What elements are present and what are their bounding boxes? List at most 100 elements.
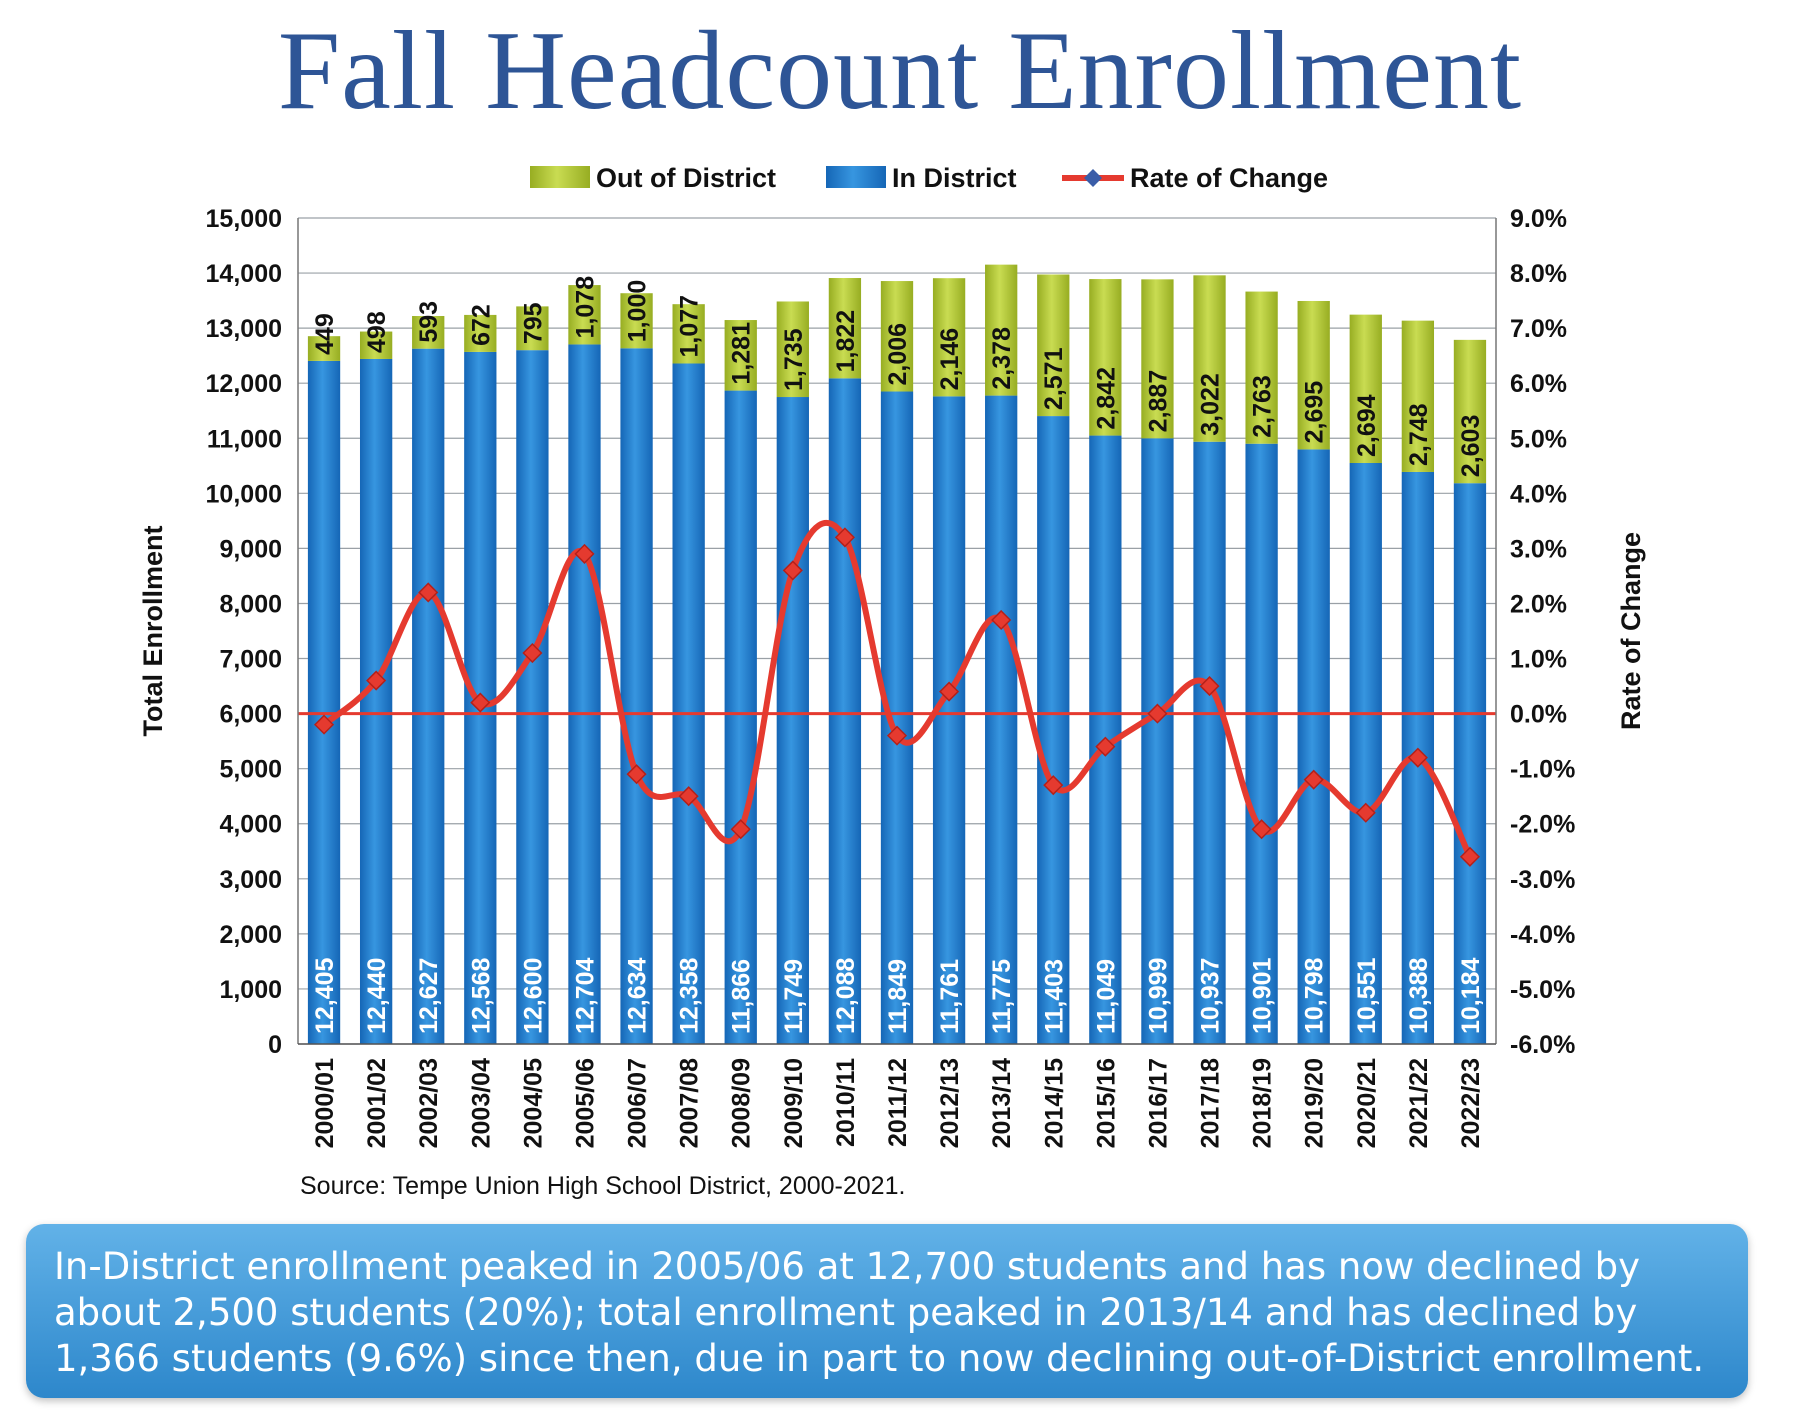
bar-out-of-district xyxy=(1037,274,1070,417)
in-district-label: 11,849 xyxy=(884,959,912,1034)
rate-point xyxy=(1251,819,1272,840)
x-tick-label: 2018/19 xyxy=(1249,1058,1277,1148)
x-tick-label: 2006/07 xyxy=(624,1058,652,1148)
x-tick-label: 2019/20 xyxy=(1301,1058,1329,1148)
in-district-label: 12,568 xyxy=(467,957,495,1034)
rate-point xyxy=(678,786,699,807)
legend-swatch-rate-marker xyxy=(1084,169,1102,187)
in-district-label: 10,551 xyxy=(1353,957,1381,1034)
bar-out-of-district xyxy=(412,316,445,349)
x-tick-label: 2005/06 xyxy=(571,1058,599,1148)
bar-in-district xyxy=(672,363,705,1044)
y2-tick-label: 5.0% xyxy=(1510,425,1567,453)
out-of-district-label: 672 xyxy=(467,304,495,346)
bar-in-district xyxy=(985,395,1018,1045)
rate-point xyxy=(366,670,387,691)
rate-point xyxy=(730,819,751,840)
y-tick-label: 0 xyxy=(268,1031,282,1059)
rate-point xyxy=(834,527,855,548)
x-tick-label: 2010/11 xyxy=(832,1058,860,1147)
y2-tick-label: 1.0% xyxy=(1510,646,1567,674)
rate-point xyxy=(782,560,803,581)
y-tick-label: 3,000 xyxy=(219,866,282,894)
out-of-district-label: 1,281 xyxy=(728,322,756,385)
bar-out-of-district xyxy=(516,306,549,351)
legend-label-in-district: In District xyxy=(892,163,1017,193)
bar-out-of-district xyxy=(724,320,757,391)
bar-out-of-district xyxy=(1401,320,1435,472)
in-district-label: 10,184 xyxy=(1457,957,1485,1034)
out-of-district-label: 1,078 xyxy=(571,276,599,339)
rate-point xyxy=(470,692,491,713)
out-of-district-label: 498 xyxy=(363,311,391,353)
out-of-district-label: 2,887 xyxy=(1144,370,1172,433)
rate-point xyxy=(313,714,335,735)
y2-tick-label: 7.0% xyxy=(1510,315,1567,343)
out-of-district-label: 795 xyxy=(519,302,547,344)
out-of-district-label: 2,694 xyxy=(1353,394,1381,457)
in-district-label: 12,405 xyxy=(311,957,339,1034)
bar-out-of-district xyxy=(1141,279,1174,439)
out-of-district-label: 2,146 xyxy=(936,328,964,391)
bar-in-district xyxy=(307,360,341,1044)
bar-in-district xyxy=(1037,416,1070,1044)
out-of-district-label: 449 xyxy=(311,313,339,355)
bar-in-district xyxy=(568,344,601,1044)
out-of-district-label: 3,022 xyxy=(1197,373,1225,436)
rate-point xyxy=(1199,676,1220,697)
legend-swatch-in-district xyxy=(826,166,886,188)
in-district-label: 11,403 xyxy=(1040,959,1068,1034)
bar-in-district xyxy=(932,396,966,1044)
y-tick-label: 14,000 xyxy=(206,260,282,288)
x-tick-label: 2004/05 xyxy=(519,1058,547,1148)
in-district-label: 12,634 xyxy=(624,957,652,1034)
summary-callout: In-District enrollment peaked in 2005/06… xyxy=(26,1224,1748,1398)
out-of-district-label: 2,763 xyxy=(1249,375,1277,438)
y2-tick-label: -3.0% xyxy=(1510,866,1575,894)
out-of-district-label: 2,748 xyxy=(1405,403,1433,466)
in-district-label: 10,937 xyxy=(1197,958,1225,1034)
x-tick-label: 2002/03 xyxy=(415,1058,443,1148)
y-tick-label: 11,000 xyxy=(207,425,282,453)
y2-tick-label: -6.0% xyxy=(1510,1031,1575,1059)
y2-tick-label: -1.0% xyxy=(1510,756,1575,784)
chart-axes: 0 1,000 2,000 3,000 4,000 5,000 6,000 7,000 8,00… xyxy=(138,205,1646,1148)
bar-in-district xyxy=(1349,462,1382,1045)
bar-out-of-district xyxy=(620,293,653,349)
y2-tick-label: 3.0% xyxy=(1510,535,1567,563)
in-district-label: 11,866 xyxy=(728,959,756,1034)
x-tick-label: 2011/12 xyxy=(884,1058,912,1147)
bar-in-district xyxy=(724,390,757,1044)
page-title: Fall Headcount Enrollment xyxy=(277,9,1523,133)
y-tick-label: 9,000 xyxy=(219,535,282,563)
y-tick-label: 13,000 xyxy=(206,315,282,343)
rate-point xyxy=(1043,775,1064,796)
bar-out-of-district xyxy=(1453,339,1487,484)
enrollment-chart: Out of District In District Rate of Change… xyxy=(138,163,1646,1148)
bar-in-district xyxy=(1245,443,1278,1044)
out-of-district-label: 2,006 xyxy=(884,323,912,386)
bar-out-of-district xyxy=(1349,314,1382,463)
y2-tick-label: -4.0% xyxy=(1510,921,1575,949)
rate-point xyxy=(991,609,1012,631)
y-tick-label: 10,000 xyxy=(206,480,282,508)
out-of-district-label: 1,822 xyxy=(832,310,860,373)
bar-out-of-district xyxy=(776,301,809,398)
rate-point xyxy=(886,725,908,746)
x-tick-label: 2009/10 xyxy=(780,1058,808,1148)
bar-in-district xyxy=(776,397,809,1044)
bar-series: 12,405 449 12,440 498 12,627 593 12,568 672 12,6… xyxy=(307,264,1487,1045)
y2-axis-title: Rate of Change xyxy=(1616,532,1646,730)
source-note: Source: Tempe Union High School District… xyxy=(300,1172,906,1200)
in-district-label: 11,775 xyxy=(988,959,1016,1034)
y-tick-label: 1,000 xyxy=(219,976,282,1004)
y-tick-label: 5,000 xyxy=(219,756,282,784)
out-of-district-label: 2,842 xyxy=(1092,367,1120,430)
bar-out-of-district xyxy=(568,285,601,345)
x-tick-label: 2014/15 xyxy=(1040,1058,1068,1148)
chart-legend: Out of District In District Rate of Change xyxy=(530,163,1328,193)
bar-out-of-district xyxy=(985,264,1018,396)
bar-in-district xyxy=(880,391,914,1044)
in-district-label: 12,627 xyxy=(415,958,443,1034)
bar-out-of-district xyxy=(307,336,341,361)
